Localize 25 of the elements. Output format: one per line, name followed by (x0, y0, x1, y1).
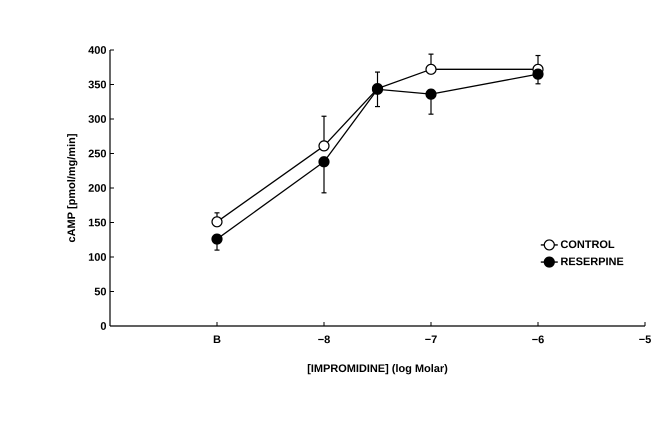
y-tick-label: 100 (88, 253, 106, 261)
y-tick-label: 50 (94, 288, 106, 296)
x-tick-label: −7 (425, 336, 437, 344)
y-axis-title: cAMP [pmol/mg/min] (67, 134, 78, 242)
y-tick-label: 0 (100, 322, 106, 330)
point (318, 156, 330, 168)
y-tick-label: 200 (88, 184, 106, 192)
point (532, 68, 544, 80)
y-tick-label: 400 (88, 46, 106, 54)
y-tick-label: 150 (88, 218, 106, 226)
x-tick-label: −6 (532, 336, 544, 344)
y-tick-label: 250 (88, 150, 106, 158)
x-tick-label: −5 (639, 336, 651, 344)
point (211, 216, 223, 228)
x-axis-title: [IMPROMIDINE] (log Molar) (308, 364, 448, 374)
point (318, 140, 330, 152)
point (211, 233, 223, 245)
legend-label: CONTROL (560, 240, 614, 248)
x-tick-label: −8 (318, 336, 330, 344)
x-tick-label: B (214, 336, 220, 344)
y-tick-label: 300 (88, 115, 106, 123)
legend-label: RESERPINE (561, 257, 624, 266)
point (425, 64, 437, 75)
point (425, 88, 437, 100)
y-tick-label: 350 (88, 80, 106, 88)
